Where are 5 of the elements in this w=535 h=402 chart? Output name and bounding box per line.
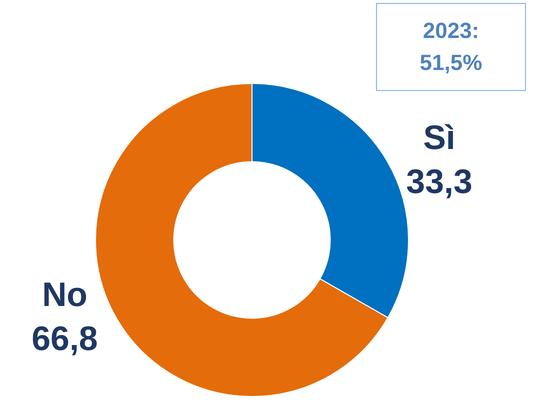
data-label: 33,3 <box>406 162 472 201</box>
slice-label: Sì <box>423 118 456 157</box>
slice-label: No <box>42 276 88 314</box>
text: 2023: 51,5% <box>376 3 526 91</box>
data-label: 66,8 <box>32 320 98 358</box>
